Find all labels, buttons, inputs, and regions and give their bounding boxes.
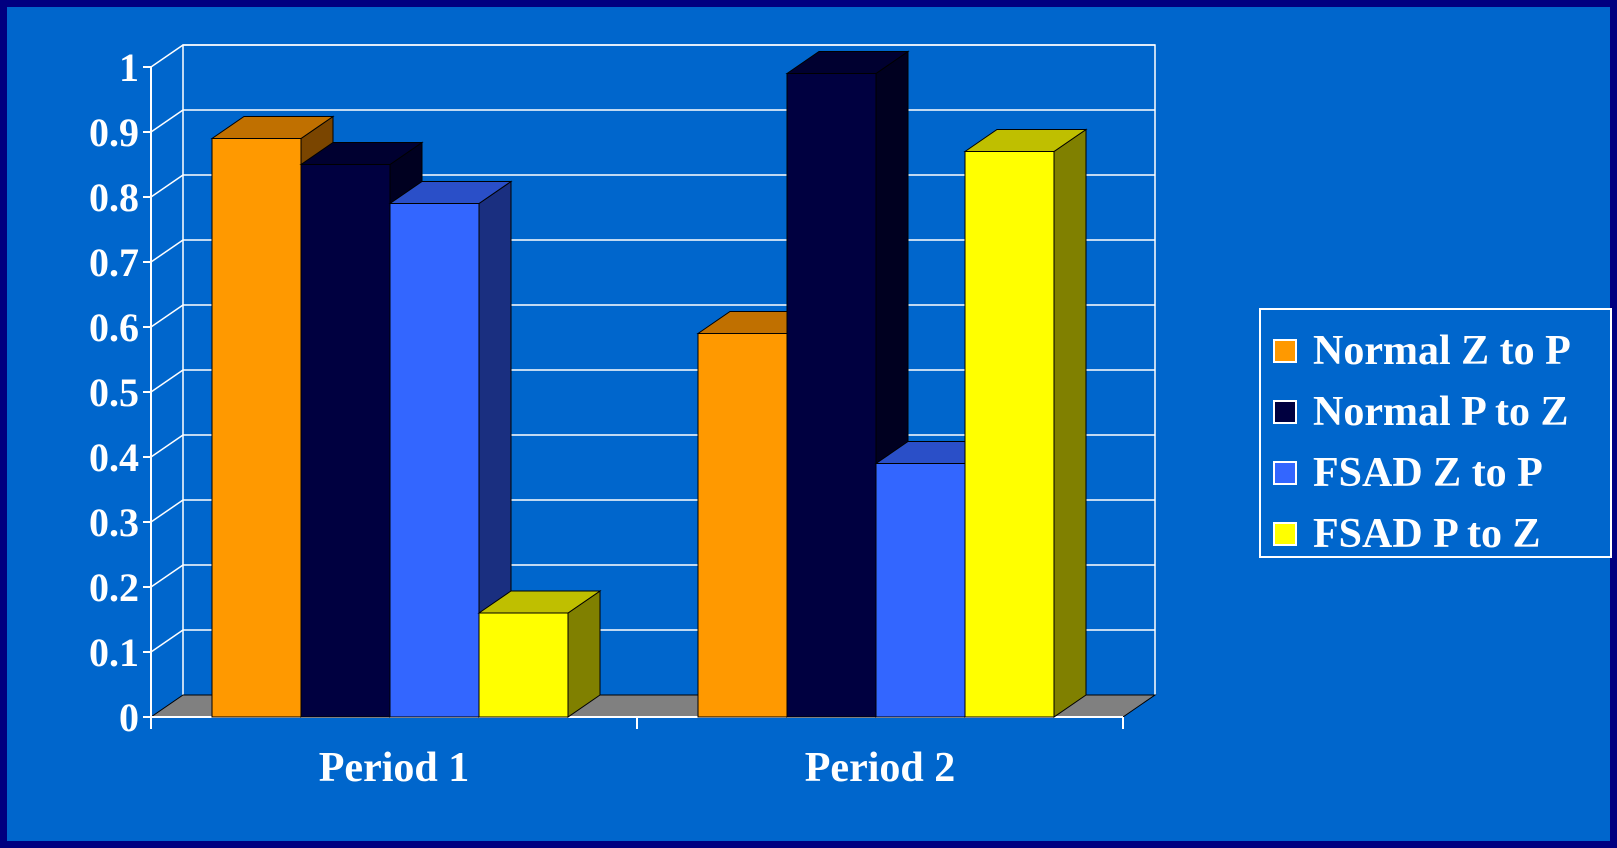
bar-front — [786, 73, 877, 718]
legend-label: Normal Z to P — [1313, 327, 1571, 374]
gridline-side — [150, 109, 184, 133]
legend-item: FSAD P to Z — [1273, 503, 1610, 564]
bar — [477, 590, 602, 718]
bar-front — [389, 203, 480, 718]
gridline-side — [150, 304, 184, 328]
y-tick-label: 0.2 — [89, 565, 139, 610]
y-tick-label: 0.5 — [89, 370, 139, 415]
bar-front — [478, 612, 569, 718]
gridline-side — [150, 239, 184, 263]
legend-label: FSAD P to Z — [1313, 510, 1541, 557]
legend-label: Normal P to Z — [1313, 388, 1569, 435]
bar-front — [211, 138, 302, 718]
legend-swatch — [1273, 399, 1297, 424]
y-tick-label: 0.4 — [89, 435, 139, 480]
legend-swatch — [1273, 460, 1297, 485]
bar-chart: 00.10.20.30.40.50.60.70.80.91 Period 1 Pe… — [89, 44, 1157, 791]
x-category-labels: Period 1 Period 2 — [319, 745, 955, 791]
legend-swatch — [1273, 338, 1297, 363]
chart-area: 0 0.1 0.2 0.3 0.4 0.5 0.6 0.7 0.8 0.9 1 Period 1 Pe… — [7, 7, 1612, 841]
y-tick-label: 0.9 — [89, 110, 139, 155]
gridline-side — [150, 174, 184, 198]
y-tick-label: 0.1 — [89, 630, 139, 675]
gridline-side — [150, 564, 184, 588]
bar-front — [875, 463, 966, 718]
bar — [785, 50, 910, 718]
gridline-side — [150, 499, 184, 523]
x-category-label: Period 2 — [805, 745, 955, 791]
y-tick-label: 1 — [119, 45, 139, 90]
y-tick-label: 0.7 — [89, 240, 139, 285]
gridline-side — [150, 629, 184, 653]
bar-front — [300, 164, 391, 718]
gridline-side — [150, 369, 184, 393]
legend-label: FSAD Z to P — [1313, 449, 1543, 496]
bar — [388, 180, 513, 718]
legend: Normal Z to P Normal P to Z FSAD Z to P … — [1259, 308, 1612, 558]
y-tick-labels: 0 0.1 0.2 0.3 0.4 0.5 0.6 0.7 0.8 0.9 1 — [89, 45, 139, 740]
bars — [210, 50, 1088, 718]
bar-side — [1053, 128, 1087, 718]
legend-item: Normal P to Z — [1273, 381, 1610, 442]
y-tick-label: 0.3 — [89, 500, 139, 545]
bar — [963, 128, 1088, 718]
gridline-side — [150, 44, 184, 68]
legend-item: FSAD Z to P — [1273, 442, 1610, 503]
gridline-side — [150, 434, 184, 458]
legend-item: Normal Z to P — [1273, 320, 1610, 381]
y-tick-label: 0 — [119, 695, 139, 740]
x-category-label: Period 1 — [319, 745, 469, 791]
bar-front — [964, 151, 1055, 718]
bar-front — [697, 333, 788, 718]
y-tick-label: 0.8 — [89, 175, 139, 220]
y-tick-label: 0.6 — [89, 305, 139, 350]
legend-swatch — [1273, 521, 1297, 546]
